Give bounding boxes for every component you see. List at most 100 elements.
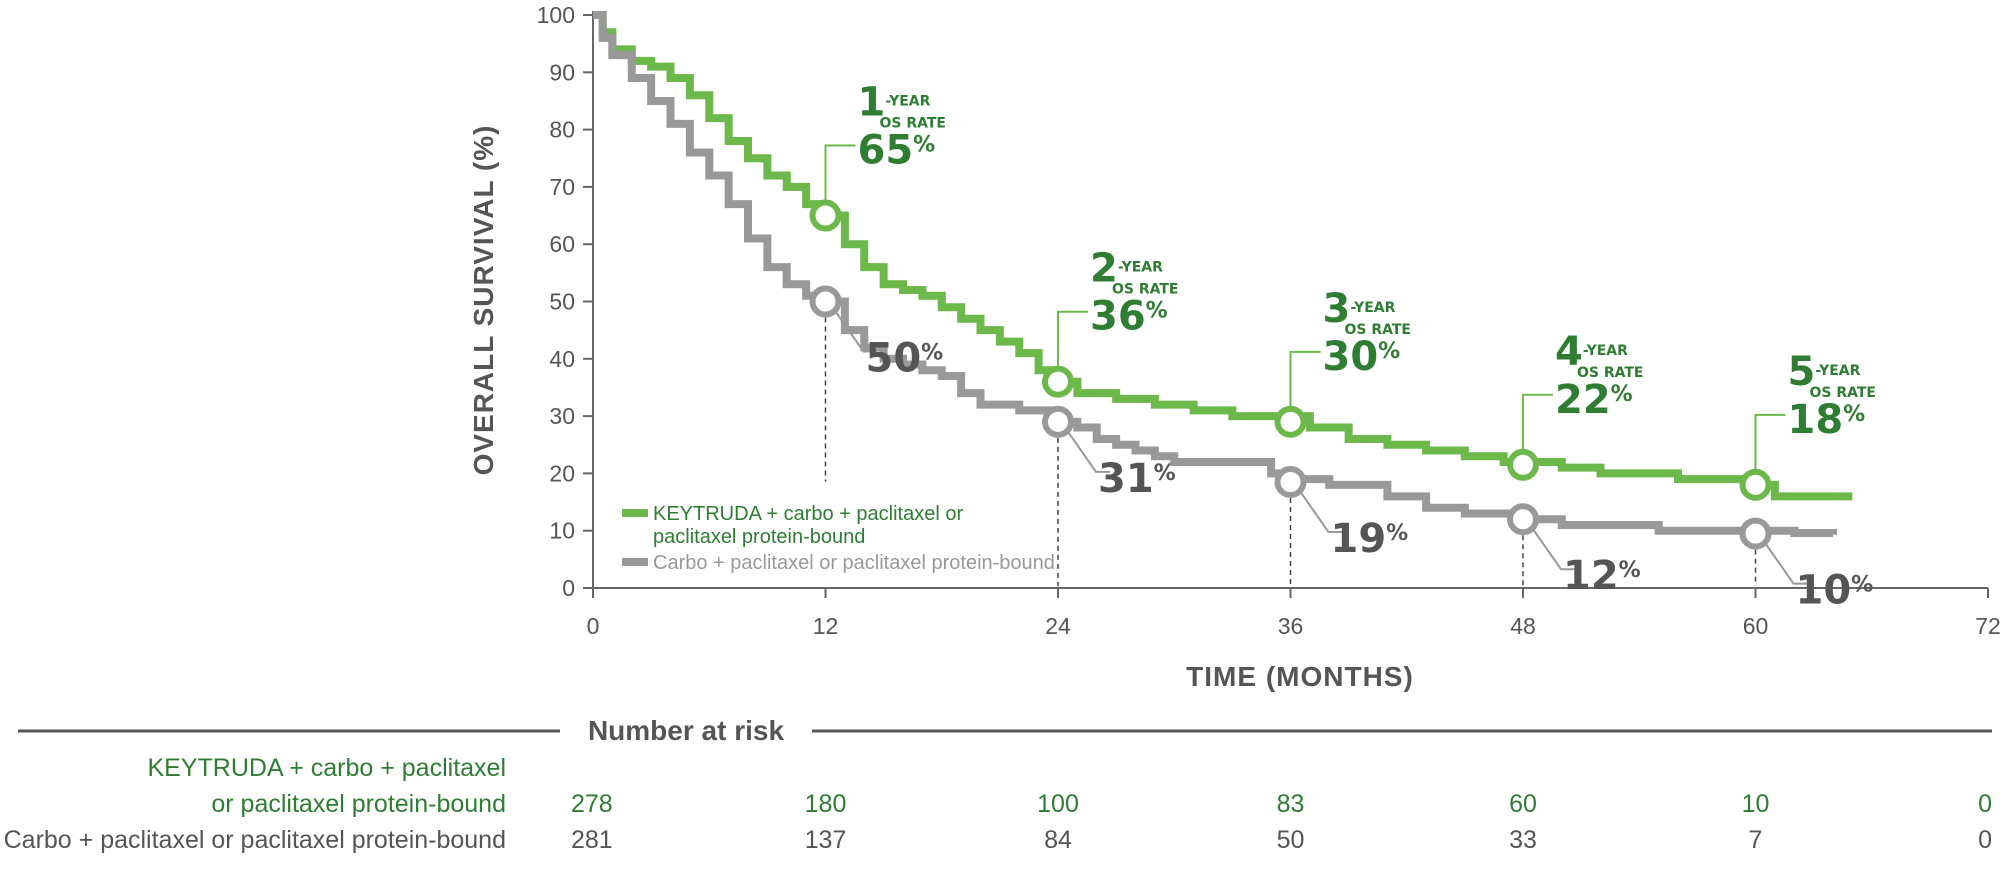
year-word: -YEAR (1350, 300, 1395, 316)
x-tick-label: 36 (1278, 613, 1304, 639)
chemo-rate-label: 12% (1563, 553, 1641, 599)
risk-value-chemo: 33 (1509, 826, 1537, 854)
curve-chemo (593, 11, 1837, 537)
y-tick-label: 0 (562, 575, 575, 601)
x-tick-label: 0 (587, 613, 600, 639)
x-tick-label: 24 (1045, 613, 1071, 639)
legend: KEYTRUDA + carbo + paclitaxel or paclitax… (622, 503, 1055, 574)
landmark-markers (809, 199, 1772, 550)
curve-keytruda (593, 11, 1853, 501)
year-heading: 1-YEAR (858, 80, 931, 126)
keytruda-leader (1057, 310, 1088, 368)
risk-row-label-keytruda: KEYTRUDA + carbo + paclitaxel (148, 754, 507, 782)
survival-curves (593, 11, 1853, 537)
x-tick-label: 60 (1743, 613, 1769, 639)
risk-rows: KEYTRUDA + carbo + paclitaxel or paclitax… (4, 754, 1992, 854)
y-tick-label: 90 (549, 59, 575, 85)
risk-value-chemo: 7 (1749, 826, 1763, 854)
x-axis-title: TIME (MONTHS) (1186, 661, 1414, 692)
risk-value-chemo: 281 (571, 826, 613, 854)
keytruda-rate-value: 65 (858, 128, 914, 174)
risk-value-chemo: 0 (1978, 826, 1992, 854)
legend-label-keytruda: KEYTRUDA + carbo + paclitaxel or paclitax… (653, 503, 963, 548)
marker-keytruda (1042, 365, 1074, 398)
risk-title: Number at risk (588, 715, 784, 746)
chemo-rate-label: 31% (1098, 456, 1176, 502)
chemo-leader (1532, 528, 1575, 571)
chemo-rate-label: 50% (866, 336, 944, 382)
legend-line: paclitaxel protein-bound (653, 526, 865, 548)
percent-sign: % (1378, 339, 1400, 364)
year-number: 5 (1788, 349, 1816, 395)
x-tick-label: 72 (1975, 613, 2000, 639)
keytruda-leader (1754, 413, 1786, 471)
risk-value-keytruda: 180 (805, 790, 847, 818)
marker-chemo (1274, 465, 1307, 498)
chemo-leader (1299, 491, 1343, 533)
keytruda-leader (824, 144, 856, 202)
year-heading: 2-YEAR (1090, 246, 1163, 292)
chemo-rate-label: 10% (1796, 568, 1874, 614)
marker-keytruda (1507, 448, 1539, 481)
year-word: -YEAR (1118, 260, 1163, 276)
year-number: 2 (1090, 246, 1118, 292)
risk-value-chemo: 137 (805, 826, 847, 854)
marker-chemo (1507, 503, 1539, 536)
percent-sign: % (1154, 461, 1176, 486)
os-rate-word: OS RATE (1345, 322, 1412, 338)
keytruda-leader (1289, 350, 1321, 408)
keytruda-rate-value: 18 (1788, 397, 1844, 443)
y-tick-label: 60 (549, 231, 575, 257)
risk-value-keytruda: 60 (1509, 790, 1537, 818)
legend-label-chemo: Carbo + paclitaxel or paclitaxel protein… (653, 552, 1055, 574)
year-word: -YEAR (1815, 363, 1860, 379)
risk-value-keytruda: 278 (571, 790, 613, 818)
marker-keytruda (1739, 468, 1772, 501)
risk-value-keytruda: 10 (1742, 790, 1770, 818)
os-rate-word: OS RATE (1810, 385, 1877, 401)
legend-line: KEYTRUDA + carbo + paclitaxel or (653, 503, 963, 525)
y-axis-title: OVERALL SURVIVAL (%) (468, 125, 499, 476)
chemo-rate-value: 19 (1331, 516, 1387, 562)
keytruda-rate-label: 18% (1788, 397, 1866, 443)
year-heading: 5-YEAR (1788, 349, 1861, 395)
risk-value-chemo: 50 (1277, 826, 1305, 854)
x-tick-label: 12 (813, 613, 839, 639)
percent-sign: % (1851, 573, 1873, 598)
marker-keytruda (809, 199, 842, 232)
chemo-leader (1067, 431, 1110, 473)
marker-chemo (1042, 405, 1074, 438)
marker-chemo (809, 285, 842, 318)
chemo-rate-value: 10 (1796, 568, 1852, 614)
y-tick-label: 40 (549, 346, 575, 372)
risk-row-label-keytruda: or paclitaxel protein-bound (211, 790, 506, 818)
y-tick-label: 10 (549, 518, 575, 544)
percent-sign: % (1619, 558, 1641, 583)
keytruda-rate-label: 30% (1323, 334, 1401, 380)
keytruda-leader (1522, 393, 1553, 451)
os-rate-caption: OS RATE (1810, 385, 1877, 401)
x-tick-label: 48 (1510, 613, 1536, 639)
year-word: -YEAR (1583, 343, 1628, 359)
percent-sign: % (1843, 402, 1865, 427)
year-heading: 4-YEAR (1555, 329, 1628, 375)
os-rate-caption: OS RATE (880, 116, 947, 132)
risk-value-keytruda: 83 (1277, 790, 1305, 818)
keytruda-rate-label: 36% (1090, 294, 1168, 340)
chemo-rate-value: 50 (866, 336, 922, 382)
chemo-rate-value: 12 (1563, 553, 1619, 599)
percent-sign: % (913, 133, 935, 158)
chemo-rate-value: 31 (1098, 456, 1154, 502)
year-word: -YEAR (885, 94, 930, 110)
risk-value-keytruda: 0 (1978, 790, 1992, 818)
year-number: 1 (858, 80, 886, 126)
keytruda-rate-value: 36 (1090, 294, 1146, 340)
risk-value-chemo: 84 (1044, 826, 1072, 854)
year-number: 3 (1323, 286, 1351, 332)
year-heading: 3-YEAR (1323, 286, 1396, 332)
chemo-leader (1764, 542, 1808, 585)
percent-sign: % (1611, 382, 1633, 407)
